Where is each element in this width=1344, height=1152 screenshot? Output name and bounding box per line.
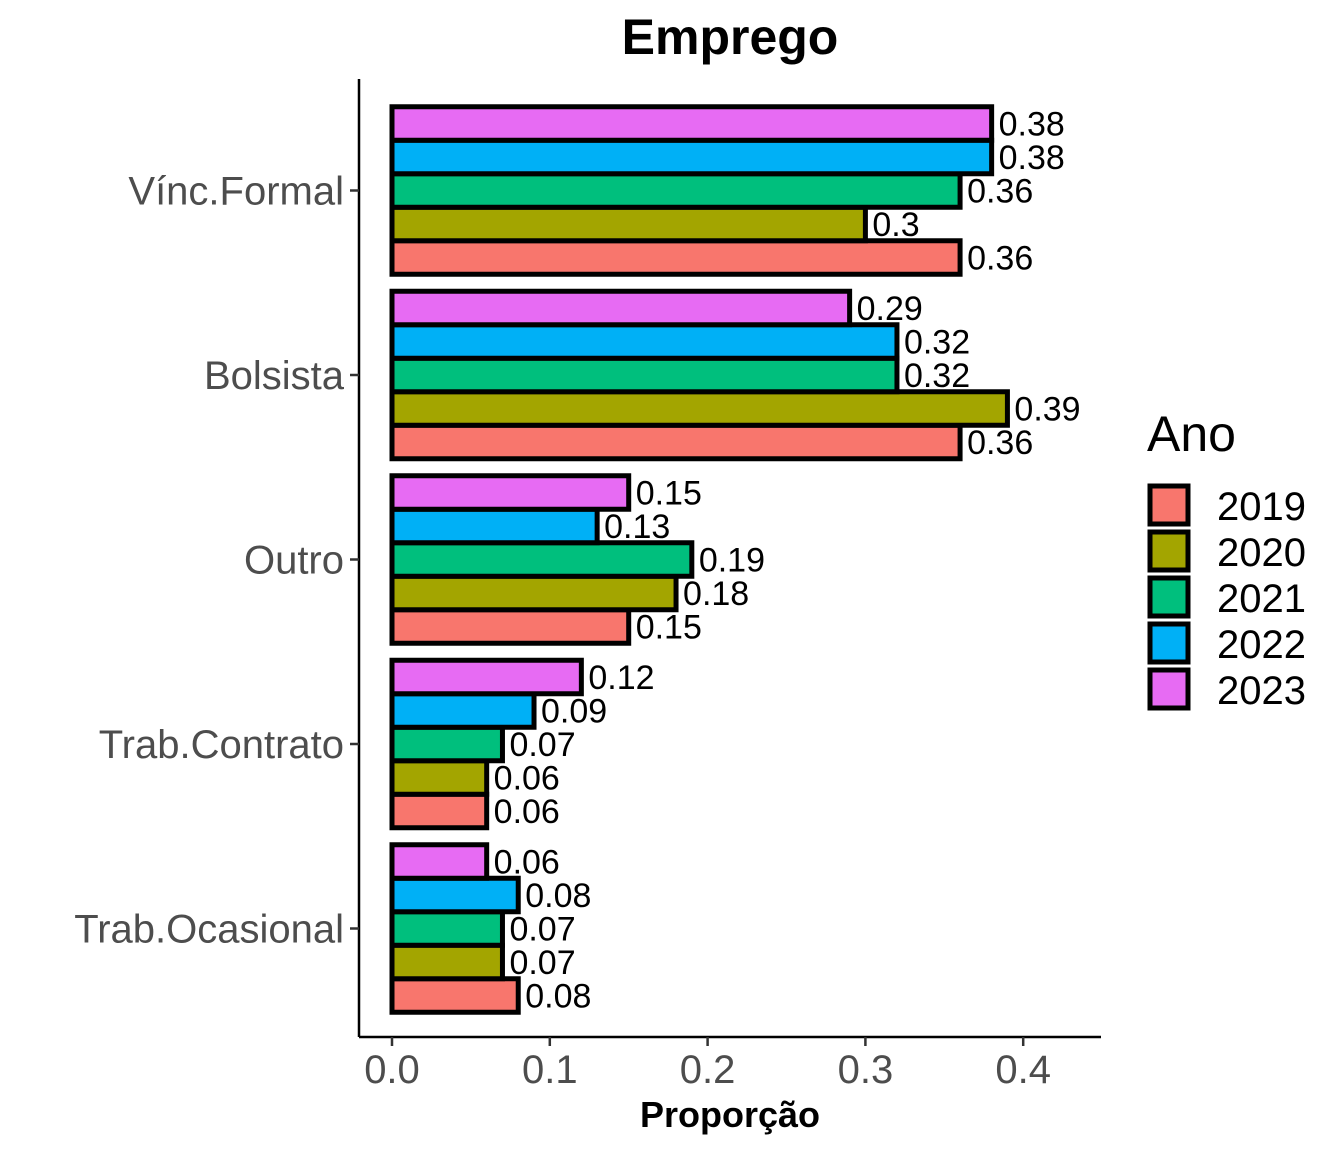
data-label-trab-contrato-2019: 0.06 xyxy=(494,793,560,831)
legend-label-2019: 2019 xyxy=(1217,485,1306,529)
data-label-trab-ocasional-2022: 0.08 xyxy=(525,877,591,915)
legend-key-2020 xyxy=(1147,529,1191,573)
x-tick-label-3: 0.3 xyxy=(838,1048,894,1092)
x-tick-label-1: 0.1 xyxy=(522,1048,578,1092)
bar-bolsista-2020 xyxy=(389,389,1010,428)
axes-layer xyxy=(357,79,1101,1039)
bar-trab-contrato-2019 xyxy=(389,791,490,831)
legend-label-2020: 2020 xyxy=(1217,531,1306,575)
data-label-outro-2022: 0.13 xyxy=(604,508,670,546)
bar-v-nc-formal-2022 xyxy=(389,137,995,177)
data-label-trab-ocasional-2020: 0.07 xyxy=(509,944,575,982)
data-label-v-nc-formal-2020: 0.3 xyxy=(872,206,919,244)
y-tick-label-outro: Outro xyxy=(244,539,344,583)
legend-key-2023 xyxy=(1147,667,1191,711)
bar-trab-contrato-2020 xyxy=(389,758,490,797)
ticks-layer: Vínc.Formal Bolsista Outro Trab.Contrato Tra… xyxy=(74,170,1051,1093)
bar-v-nc-formal-2021 xyxy=(389,171,963,210)
data-label-v-nc-formal-2021: 0.36 xyxy=(967,173,1033,211)
bar-trab-ocasional-2019 xyxy=(389,976,521,1015)
data-label-outro-2021: 0.19 xyxy=(699,542,765,580)
data-label-trab-ocasional-2023: 0.06 xyxy=(494,844,560,882)
data-label-v-nc-formal-2023: 0.38 xyxy=(999,106,1065,144)
data-label-trab-ocasional-2021: 0.07 xyxy=(509,911,575,949)
data-label-outro-2023: 0.15 xyxy=(636,475,702,513)
data-label-outro-2020: 0.18 xyxy=(683,575,749,613)
data-label-bolsista-2023: 0.29 xyxy=(857,290,923,328)
bars-layer: 0.360.30.360.380.380.360.390.320.320.290… xyxy=(389,104,1081,1016)
x-tick-label-0: 0.0 xyxy=(364,1048,420,1092)
legend-title: Ano xyxy=(1147,406,1236,462)
bar-bolsista-2021 xyxy=(389,355,900,395)
data-label-trab-ocasional-2019: 0.08 xyxy=(525,978,591,1016)
data-label-bolsista-2022: 0.32 xyxy=(904,324,970,362)
chart-title: Emprego xyxy=(622,9,839,65)
bar-bolsista-2022 xyxy=(389,322,900,361)
bar-v-nc-formal-2019 xyxy=(389,238,963,277)
legend-label-2021: 2021 xyxy=(1217,577,1306,621)
legend-label-2022: 2022 xyxy=(1217,623,1306,667)
bar-bolsista-2019 xyxy=(389,422,963,462)
bar-outro-2021 xyxy=(389,540,695,579)
data-label-outro-2019: 0.15 xyxy=(636,609,702,647)
data-label-bolsista-2019: 0.36 xyxy=(967,424,1033,462)
bar-trab-contrato-2023 xyxy=(389,657,584,697)
bar-outro-2020 xyxy=(389,573,679,613)
legend-key-2022 xyxy=(1147,621,1191,665)
bar-trab-contrato-2022 xyxy=(389,691,537,730)
data-label-v-nc-formal-2022: 0.38 xyxy=(999,139,1065,177)
bar-v-nc-formal-2020 xyxy=(389,204,868,244)
y-tick-label-v-nc-formal: Vínc.Formal xyxy=(128,170,344,214)
data-label-bolsista-2020: 0.39 xyxy=(1014,391,1080,429)
data-label-v-nc-formal-2019: 0.36 xyxy=(967,240,1033,278)
data-label-trab-contrato-2020: 0.06 xyxy=(494,760,560,798)
bar-trab-ocasional-2020 xyxy=(389,942,505,982)
bar-outro-2019 xyxy=(389,607,632,646)
data-label-trab-contrato-2021: 0.07 xyxy=(509,726,575,764)
data-label-trab-contrato-2022: 0.09 xyxy=(541,693,607,731)
bar-v-nc-formal-2023 xyxy=(389,104,995,143)
x-tick-label-2: 0.2 xyxy=(680,1048,736,1092)
bar-trab-ocasional-2023 xyxy=(389,842,490,881)
bar-bolsista-2023 xyxy=(389,288,853,328)
bar-trab-contrato-2021 xyxy=(389,724,505,764)
bar-trab-ocasional-2021 xyxy=(389,909,505,948)
data-label-bolsista-2021: 0.32 xyxy=(904,357,970,395)
data-label-trab-contrato-2023: 0.12 xyxy=(588,659,654,697)
y-tick-label-trab-ocasional: Trab.Ocasional xyxy=(74,908,344,952)
bar-outro-2022 xyxy=(389,506,600,546)
legend-key-2019 xyxy=(1147,483,1191,527)
y-tick-label-bolsista: Bolsista xyxy=(204,354,345,398)
x-axis-title: Proporção xyxy=(640,1094,820,1135)
y-tick-label-trab-contrato: Trab.Contrato xyxy=(99,723,344,767)
x-tick-label-4: 0.4 xyxy=(995,1048,1051,1092)
bar-outro-2023 xyxy=(389,473,632,512)
legend-label-2023: 2023 xyxy=(1217,669,1306,713)
bar-trab-ocasional-2022 xyxy=(389,875,521,915)
legend-key-2021 xyxy=(1147,575,1191,619)
